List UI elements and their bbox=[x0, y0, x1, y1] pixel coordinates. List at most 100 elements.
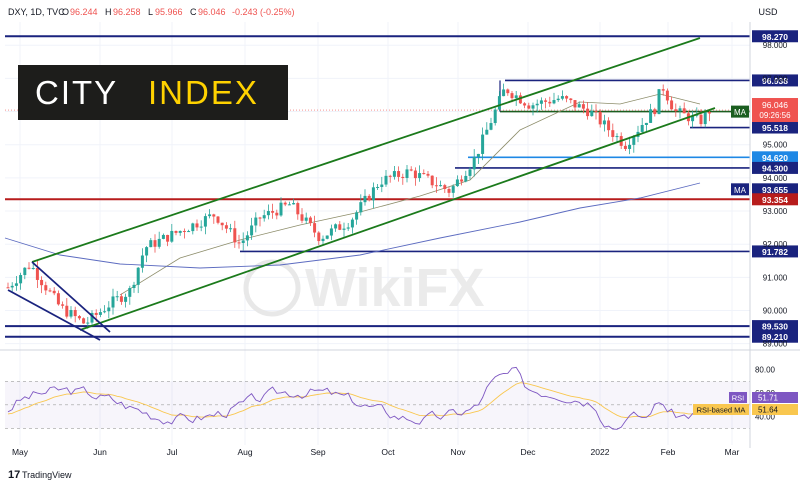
candle bbox=[208, 209, 212, 219]
candle-body bbox=[157, 238, 161, 247]
candle-body bbox=[649, 109, 653, 123]
candle-body bbox=[317, 232, 321, 242]
candle bbox=[237, 234, 241, 249]
ma-long-line bbox=[4, 182, 701, 269]
candle bbox=[287, 201, 291, 206]
candle bbox=[342, 222, 346, 237]
x-tick-label: Nov bbox=[450, 447, 466, 457]
candle bbox=[649, 103, 653, 123]
candle-body bbox=[166, 234, 170, 242]
candle-body bbox=[208, 214, 212, 217]
candle-body bbox=[607, 120, 611, 131]
candle-body bbox=[271, 211, 275, 213]
candle bbox=[178, 230, 182, 236]
candle bbox=[539, 97, 543, 110]
candlesticks bbox=[6, 83, 711, 329]
rsi-ma-line bbox=[7, 382, 710, 418]
candle-body bbox=[103, 311, 107, 313]
candle bbox=[317, 231, 321, 246]
logo-background bbox=[18, 65, 288, 120]
currency-label: USD bbox=[758, 7, 778, 17]
candle bbox=[644, 122, 648, 132]
candle-body bbox=[334, 224, 338, 229]
candle bbox=[472, 149, 476, 177]
ma-tag-label: MA bbox=[734, 108, 747, 117]
candle-body bbox=[682, 108, 686, 114]
logo-text-city: CITY bbox=[35, 74, 118, 111]
candle bbox=[136, 266, 140, 294]
candle-body bbox=[31, 267, 35, 269]
candle-body bbox=[224, 225, 228, 229]
current-price-value: 96.046 bbox=[762, 100, 788, 110]
candle-body bbox=[48, 290, 52, 292]
candle bbox=[451, 184, 455, 198]
ma-tag bbox=[731, 105, 749, 118]
x-tick-label: Oct bbox=[381, 447, 395, 457]
candle-body bbox=[661, 89, 665, 91]
candle-body bbox=[577, 104, 581, 108]
candle-body bbox=[527, 105, 531, 109]
candle-body bbox=[178, 230, 182, 233]
candle-body bbox=[52, 290, 56, 294]
candle-body bbox=[489, 123, 493, 130]
candle-body bbox=[153, 240, 157, 247]
candle bbox=[397, 166, 401, 182]
candle-body bbox=[250, 225, 254, 236]
level-value: 96.938 bbox=[762, 76, 788, 86]
candle-body bbox=[632, 136, 636, 145]
candle-body bbox=[136, 267, 140, 285]
ma-tag-label: MA bbox=[734, 186, 747, 195]
candle bbox=[371, 182, 375, 209]
candle bbox=[665, 88, 669, 105]
candle bbox=[212, 213, 216, 224]
candle bbox=[489, 117, 493, 131]
candle bbox=[308, 216, 312, 226]
candle bbox=[535, 99, 539, 113]
candle bbox=[443, 183, 447, 193]
candle-body bbox=[325, 235, 329, 239]
candle bbox=[157, 231, 161, 249]
open-label: O bbox=[62, 7, 69, 17]
level-tag bbox=[752, 193, 798, 206]
channel-line bbox=[79, 107, 716, 331]
candle-body bbox=[518, 95, 522, 104]
level-label: 89.530 bbox=[752, 320, 798, 333]
axes: 98.27096.93895.998MA95.51894.62094.30093… bbox=[0, 22, 800, 457]
candle-body bbox=[279, 202, 283, 216]
candle-body bbox=[544, 100, 548, 102]
candle bbox=[628, 136, 632, 155]
rsi-ma-tag: RSI-based MA 51.64 bbox=[693, 404, 798, 415]
candle bbox=[82, 317, 86, 324]
candle-body bbox=[304, 217, 308, 221]
candle-body bbox=[300, 214, 304, 221]
candle-body bbox=[262, 215, 266, 219]
candle bbox=[691, 110, 695, 128]
candle bbox=[245, 231, 249, 247]
city-index-logo: CITY INDEX bbox=[18, 65, 288, 120]
candle-body bbox=[258, 217, 262, 219]
candle bbox=[376, 184, 380, 191]
candle bbox=[119, 293, 123, 305]
candle bbox=[388, 174, 392, 183]
candle bbox=[23, 267, 27, 280]
candle bbox=[103, 305, 107, 314]
candle-body bbox=[426, 173, 430, 176]
candle bbox=[65, 298, 69, 319]
candle-body bbox=[531, 105, 535, 109]
candle bbox=[304, 212, 308, 225]
candle bbox=[313, 215, 317, 238]
candle bbox=[334, 223, 338, 232]
candle bbox=[661, 84, 665, 96]
candle-body bbox=[241, 240, 245, 244]
candle-body bbox=[623, 145, 627, 149]
x-tick-label: Jun bbox=[93, 447, 107, 457]
candle bbox=[682, 102, 686, 114]
candle bbox=[132, 281, 136, 293]
candle bbox=[98, 308, 102, 318]
level-label: 95.518 bbox=[752, 121, 798, 134]
candle bbox=[182, 228, 186, 239]
candle bbox=[170, 223, 174, 243]
level-tag bbox=[752, 320, 798, 333]
candle-body bbox=[23, 267, 27, 276]
